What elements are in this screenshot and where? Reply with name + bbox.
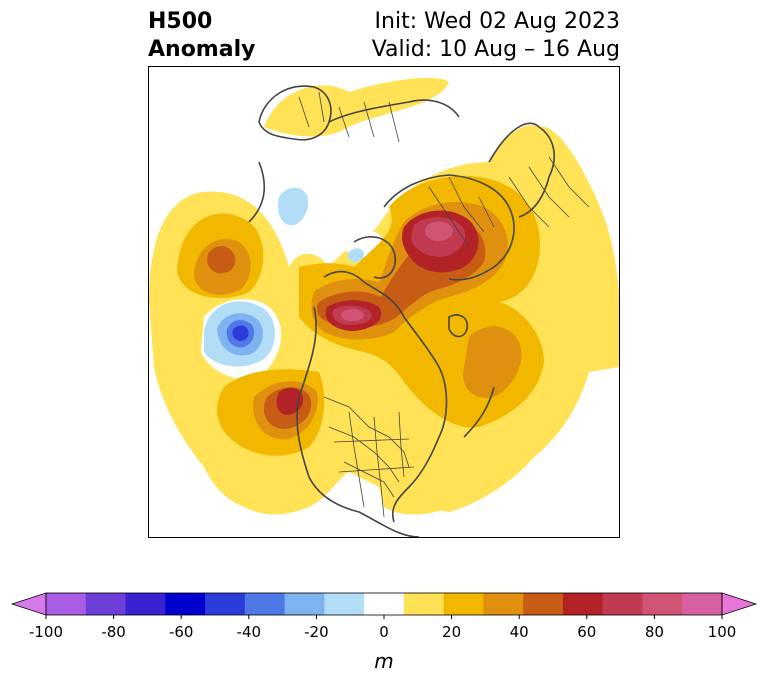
colorbar-tick-label: -60	[169, 623, 194, 641]
colorbar-tick-label: 40	[510, 623, 529, 641]
colorbar-svg: -100 -80 -60 -40 -20 0 20 40 60 80 100 m	[10, 592, 758, 673]
colorbar-segment	[642, 593, 683, 615]
colorbar-segment	[602, 593, 643, 615]
colorbar-tick-label: -80	[101, 623, 126, 641]
colorbar-segments	[10, 592, 758, 616]
title-left: H500 Anomaly	[148, 8, 255, 64]
colorbar-segment	[403, 593, 445, 615]
colorbar-segment	[364, 593, 405, 615]
colorbar-extend-high	[721, 592, 758, 616]
colorbar-tick-label: 0	[379, 623, 389, 641]
colorbar-segment	[85, 593, 127, 615]
colorbar-tick-label: -20	[304, 623, 329, 641]
colorbar-segment	[165, 593, 206, 615]
colorbar: -100 -80 -60 -40 -20 0 20 40 60 80 100 m	[0, 586, 768, 686]
colorbar-tick-label: 80	[645, 623, 664, 641]
colorbar-segment	[443, 593, 484, 615]
title-field: Anomaly	[148, 37, 256, 62]
title-variable: H500	[148, 9, 213, 34]
colorbar-segment	[562, 593, 604, 615]
colorbar-segment	[483, 593, 524, 615]
borders	[298, 91, 590, 518]
colorbar-tick-label: 20	[442, 623, 461, 641]
colorbar-segment	[523, 593, 564, 615]
colorbar-tick-label: 100	[708, 623, 737, 641]
colorbar-segment	[324, 593, 365, 615]
colorbar-segment	[205, 593, 246, 615]
title-init: Init: Wed 02 Aug 2023	[374, 9, 620, 34]
anomaly-map	[149, 77, 619, 537]
anomaly-70-80	[341, 221, 454, 322]
coastlines	[248, 85, 555, 537]
anomaly-negative	[204, 187, 365, 367]
colorbar-tick-label: -40	[237, 623, 262, 641]
colorbar-tick-label: -100	[29, 623, 63, 641]
colorbar-segment	[46, 593, 87, 615]
colorbar-segment	[284, 593, 325, 615]
colorbar-unit: m	[374, 649, 393, 673]
title-right: Init: Wed 02 Aug 2023 Valid: 10 Aug – 16…	[372, 8, 620, 64]
colorbar-segment	[125, 593, 166, 615]
colorbar-segment	[682, 593, 723, 615]
title-valid: Valid: 10 Aug – 16 Aug	[371, 37, 620, 62]
colorbar-ticks: -100 -80 -60 -40 -20 0 20 40 60 80 100	[29, 615, 736, 641]
colorbar-extend-low	[10, 592, 47, 616]
colorbar-tick-label: 60	[577, 623, 596, 641]
map-panel	[148, 66, 620, 538]
colorbar-segment	[244, 593, 286, 615]
